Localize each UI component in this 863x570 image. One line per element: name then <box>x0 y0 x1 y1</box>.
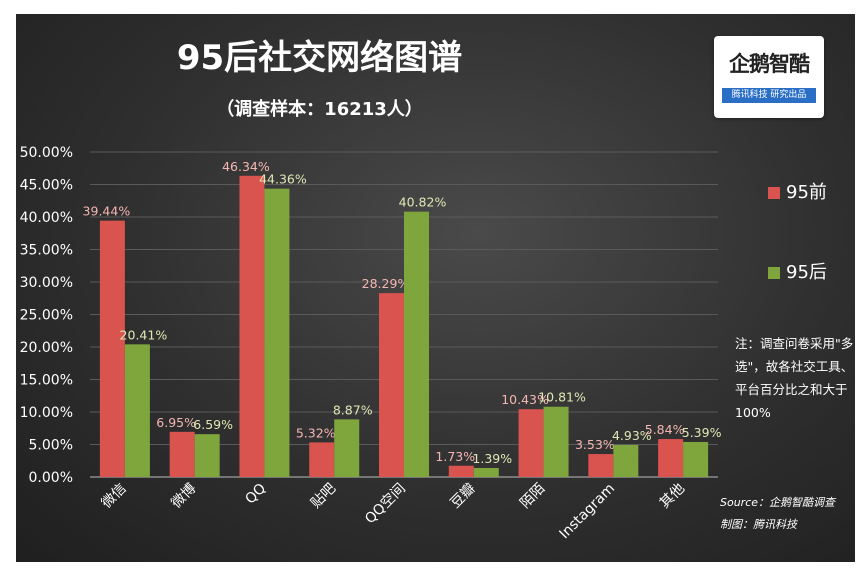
data-label: 10.81% <box>538 390 586 405</box>
bar-series-2 <box>543 406 569 477</box>
legend-swatch-series-2 <box>768 267 780 279</box>
legend-swatch-series-1 <box>768 187 780 199</box>
x-tick-label: 微博 <box>168 480 200 512</box>
legend-label-series-1: 95前 <box>786 182 827 203</box>
y-tick-label: 5.00% <box>29 438 73 454</box>
bar-series-1 <box>658 439 684 477</box>
y-tick-label: 35.00% <box>20 243 73 259</box>
data-label: 5.32% <box>296 425 336 440</box>
bar-series-2 <box>264 188 290 477</box>
bar-series-2 <box>613 444 639 477</box>
legend-label-series-2: 95后 <box>786 262 827 283</box>
legend-item-series-2: 95后 <box>768 258 827 284</box>
bar-series-2 <box>124 344 150 477</box>
bar-series-1 <box>239 175 265 478</box>
data-label: 4.93% <box>612 428 652 443</box>
x-tick-label: QQ空间 <box>362 481 409 528</box>
data-label: 20.41% <box>120 327 168 342</box>
x-tick-label: 其他 <box>657 481 688 512</box>
data-label: 10.43% <box>501 392 549 407</box>
brand-logo-band: 腾讯科技 研究出品 <box>722 88 816 103</box>
data-label: 44.36% <box>259 172 307 187</box>
x-tick-label: 贴吧 <box>308 481 339 512</box>
y-tick-label: 20.00% <box>20 340 73 356</box>
x-tick-label: 豆瓣 <box>447 481 478 512</box>
bar-series-2 <box>404 211 429 478</box>
bar-series-1 <box>309 442 335 477</box>
x-tick-label: 陌陌 <box>517 481 548 512</box>
brand-logo: 企鹅智酷 腾讯科技 研究出品 <box>714 36 824 118</box>
bar-series-1 <box>169 431 195 477</box>
bar-series-1 <box>448 465 474 477</box>
chart-title: 95后社交网络图谱 <box>176 38 463 78</box>
bar-series-1 <box>379 293 404 477</box>
chart-subtitle: （调查样本：16213人） <box>216 99 423 120</box>
bar-series-2 <box>683 441 709 477</box>
y-tick-label: 10.00% <box>20 405 73 421</box>
data-label: 1.73% <box>435 449 475 464</box>
bar-series-2 <box>194 434 220 477</box>
bar-series-1 <box>518 409 544 477</box>
data-label: 40.82% <box>399 195 447 210</box>
data-label: 28.29% <box>362 276 410 291</box>
data-label: 5.39% <box>682 425 722 440</box>
legend-item-series-1: 95前 <box>768 178 827 204</box>
bar-series-2 <box>473 467 499 477</box>
source-block: Source：企鹅智酷调查 制图：腾讯科技 <box>720 492 835 536</box>
x-tick-label: QQ <box>242 481 269 508</box>
brand-logo-text: 企鹅智酷 <box>729 52 810 76</box>
y-tick-label: 0.00% <box>29 470 73 486</box>
data-label: 46.34% <box>222 159 270 174</box>
data-label: 8.87% <box>333 402 373 417</box>
bar-series-1 <box>99 220 125 477</box>
y-tick-label: 30.00% <box>20 275 73 291</box>
survey-note: 注：调查问卷采用"多选"，故各社交工具、平台百分比之和大于100% <box>735 336 854 420</box>
source-line: Source：企鹅智酷调查 <box>720 496 836 509</box>
data-label: 6.59% <box>193 417 233 432</box>
data-label: 6.95% <box>156 415 196 430</box>
y-tick-label: 40.00% <box>20 210 73 226</box>
y-tick-label: 50.00% <box>20 145 73 161</box>
credit-line: 制图：腾讯科技 <box>720 518 797 531</box>
y-tick-label: 45.00% <box>20 178 73 194</box>
bar-series-1 <box>588 454 614 477</box>
bar-series-2 <box>334 419 360 477</box>
data-label: 1.39% <box>472 451 512 466</box>
y-tick-label: 25.00% <box>20 308 73 324</box>
data-label: 39.44% <box>83 204 131 219</box>
x-tick-label: 微信 <box>99 481 130 512</box>
x-tick-label: Instagram <box>556 481 618 543</box>
data-label: 5.84% <box>645 422 685 437</box>
y-tick-label: 15.00% <box>20 373 73 389</box>
data-label: 3.53% <box>575 437 615 452</box>
